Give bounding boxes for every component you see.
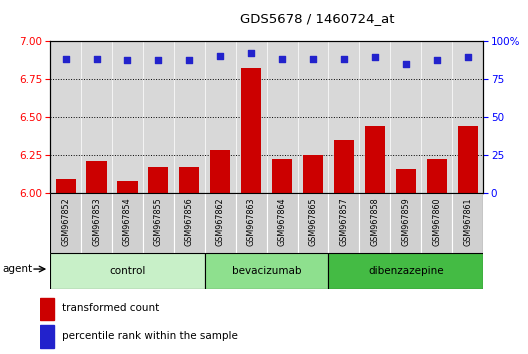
Text: GSM967854: GSM967854 xyxy=(123,198,132,246)
Text: percentile rank within the sample: percentile rank within the sample xyxy=(62,331,238,342)
Bar xyxy=(40,298,54,320)
Text: GSM967860: GSM967860 xyxy=(432,198,441,246)
Bar xyxy=(328,193,360,253)
Text: GSM967852: GSM967852 xyxy=(61,198,70,246)
Text: dibenzazepine: dibenzazepine xyxy=(368,266,444,276)
Text: GSM967857: GSM967857 xyxy=(340,198,348,246)
Bar xyxy=(148,167,168,193)
Point xyxy=(309,56,317,62)
Text: GSM967861: GSM967861 xyxy=(463,198,472,246)
Text: agent: agent xyxy=(3,264,33,274)
Bar xyxy=(303,155,323,193)
Point xyxy=(371,55,379,60)
Text: GSM967855: GSM967855 xyxy=(154,198,163,246)
Text: GSM967863: GSM967863 xyxy=(247,198,256,246)
Bar xyxy=(180,167,200,193)
Bar xyxy=(328,253,483,289)
Text: GSM967853: GSM967853 xyxy=(92,198,101,246)
Point xyxy=(432,58,441,63)
Bar xyxy=(458,126,478,193)
Text: GDS5678 / 1460724_at: GDS5678 / 1460724_at xyxy=(240,12,395,25)
Point xyxy=(123,58,131,63)
Bar xyxy=(87,161,107,193)
Text: GSM967864: GSM967864 xyxy=(278,198,287,246)
Bar xyxy=(40,325,54,348)
Bar xyxy=(272,159,292,193)
Point xyxy=(185,58,194,63)
Point xyxy=(92,56,101,62)
Point xyxy=(216,53,224,59)
Point xyxy=(278,56,286,62)
Bar xyxy=(365,126,385,193)
Bar xyxy=(112,193,143,253)
Bar xyxy=(174,193,205,253)
Bar xyxy=(390,193,421,253)
Bar xyxy=(117,181,137,193)
Bar xyxy=(267,193,298,253)
Point xyxy=(464,55,472,60)
Bar xyxy=(55,179,76,193)
Text: transformed count: transformed count xyxy=(62,303,159,313)
Bar xyxy=(241,68,261,193)
Point xyxy=(402,61,410,67)
Bar xyxy=(427,159,447,193)
Text: bevacizumab: bevacizumab xyxy=(232,266,301,276)
Bar xyxy=(360,193,390,253)
Point xyxy=(247,50,256,56)
Point xyxy=(61,56,70,62)
Bar xyxy=(210,150,230,193)
Bar xyxy=(396,169,416,193)
Bar xyxy=(334,140,354,193)
Text: GSM967858: GSM967858 xyxy=(370,198,380,246)
Text: GSM967862: GSM967862 xyxy=(216,198,225,246)
Bar xyxy=(81,193,112,253)
Bar xyxy=(205,193,235,253)
Text: GSM967859: GSM967859 xyxy=(401,198,410,246)
Bar xyxy=(205,253,328,289)
Bar xyxy=(50,253,205,289)
Bar xyxy=(452,193,483,253)
Point xyxy=(340,56,348,62)
Bar xyxy=(143,193,174,253)
Bar xyxy=(421,193,452,253)
Text: control: control xyxy=(109,266,146,276)
Text: GSM967865: GSM967865 xyxy=(308,198,317,246)
Bar xyxy=(298,193,328,253)
Bar xyxy=(235,193,267,253)
Bar xyxy=(50,193,81,253)
Text: GSM967856: GSM967856 xyxy=(185,198,194,246)
Point xyxy=(154,58,163,63)
